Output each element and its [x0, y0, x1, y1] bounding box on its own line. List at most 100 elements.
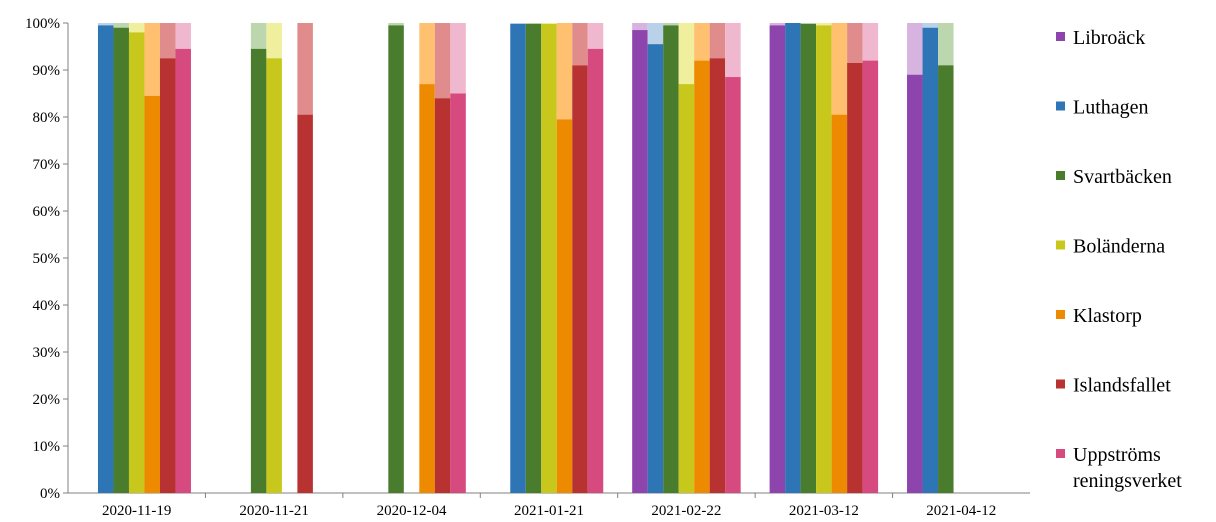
bar-remainder — [159, 23, 176, 59]
bar — [175, 48, 191, 493]
bar — [725, 77, 741, 494]
bar-remainder — [525, 23, 542, 24]
legend-label: Klastorp — [1073, 305, 1142, 327]
y-tick-label: 10% — [33, 439, 61, 455]
bar-remainder — [388, 23, 404, 26]
bar — [816, 25, 832, 493]
bar-remainder — [175, 23, 191, 49]
bar — [769, 25, 786, 493]
bar-remainder — [572, 23, 588, 66]
bar — [647, 44, 664, 494]
bar — [556, 119, 573, 493]
legend-label: Svartbäcken — [1073, 166, 1172, 188]
legend-swatch — [1056, 32, 1065, 41]
bar — [144, 95, 160, 493]
bar — [663, 25, 679, 493]
bar — [419, 84, 435, 493]
bar — [541, 23, 557, 493]
legend-swatch — [1056, 101, 1065, 111]
bar — [572, 65, 588, 494]
legend-swatch — [1056, 310, 1065, 319]
bar — [113, 27, 129, 493]
legend-swatch — [1056, 240, 1065, 250]
y-tick-label: 70% — [33, 157, 61, 173]
y-tick-label: 20% — [33, 392, 61, 408]
bar-remainder — [847, 23, 863, 63]
bar-remainder — [434, 23, 451, 99]
bar-remainder — [510, 23, 526, 24]
bar — [862, 60, 879, 493]
bar-remainder — [694, 23, 710, 61]
bar — [525, 23, 542, 493]
bar-remainder — [297, 23, 313, 115]
bar — [450, 93, 466, 493]
x-tick-label: 2020-11-21 — [239, 503, 308, 519]
legend-label: Islandsfallet — [1073, 375, 1171, 397]
bar — [800, 23, 817, 493]
bar — [266, 58, 282, 493]
y-tick-label: 0% — [40, 486, 60, 502]
x-tick-label: 2021-04-12 — [926, 503, 996, 519]
bar — [297, 114, 313, 494]
bar — [510, 23, 526, 493]
x-tick-labels: 2020-11-19 2020-11-21 2020-12-04 2021-01-21… — [102, 503, 996, 519]
bar-remainder — [144, 23, 160, 96]
bar-remainder — [128, 23, 145, 33]
legend-swatch — [1056, 449, 1065, 458]
bar — [709, 58, 726, 493]
legend-label: Boländerna — [1073, 236, 1165, 258]
y-tick-label: 60% — [33, 204, 61, 220]
bar-remainder — [541, 23, 557, 24]
bar — [587, 48, 604, 493]
legend-label: Libroäck — [1073, 27, 1145, 49]
bar-remainder — [816, 23, 832, 26]
bar — [128, 32, 145, 494]
y-tick-labels: 0% 10% 20% 30% 40% 50% 60% 70% 80% 90% 100% — [25, 16, 60, 502]
bar-remainder — [862, 23, 879, 61]
y-tick-label: 50% — [33, 251, 61, 267]
y-tick-label: 100% — [25, 16, 60, 32]
x-tick-label: 2020-12-04 — [377, 503, 447, 519]
legend: Libroäck Luthagen Svartbäcken Boländerna Kla… — [1056, 27, 1182, 492]
legend-swatch — [1056, 171, 1065, 180]
x-tick-label: 2021-02-22 — [651, 503, 721, 519]
bar — [785, 23, 801, 493]
bar — [831, 114, 848, 494]
bar — [694, 60, 710, 493]
x-tick-label: 2021-03-12 — [789, 503, 859, 519]
y-tick-label: 90% — [33, 63, 61, 79]
bar — [922, 27, 939, 493]
bar-remainder — [922, 23, 939, 28]
bar-remainder — [907, 23, 923, 75]
bars — [97, 23, 954, 494]
bar-remainder — [419, 23, 435, 85]
bar — [847, 62, 863, 493]
bar — [678, 84, 695, 493]
x-tick-label: 2020-11-19 — [102, 503, 171, 519]
legend-label: Luthagen — [1073, 97, 1149, 119]
legend-label: reningsverket — [1073, 470, 1182, 492]
legend-label: Uppströms — [1073, 444, 1161, 466]
bar-remainder — [769, 23, 786, 26]
bar — [388, 25, 404, 493]
bar — [250, 48, 267, 493]
bar — [907, 74, 923, 493]
bar-remainder — [97, 23, 114, 26]
bar-remainder — [938, 23, 954, 66]
bar-remainder — [663, 23, 679, 26]
bar — [97, 25, 114, 493]
bar-remainder — [250, 23, 267, 49]
bar-remainder — [831, 23, 848, 115]
bar-remainder — [587, 23, 604, 49]
bar — [159, 58, 176, 493]
bar-remainder — [556, 23, 573, 120]
bar-remainder — [266, 23, 282, 59]
bar-remainder — [647, 23, 664, 45]
bar-remainder — [709, 23, 726, 59]
bar-remainder — [725, 23, 741, 78]
bar-remainder — [678, 23, 695, 85]
x-tick-label: 2021-01-21 — [514, 503, 584, 519]
y-tick-label: 80% — [33, 110, 61, 126]
